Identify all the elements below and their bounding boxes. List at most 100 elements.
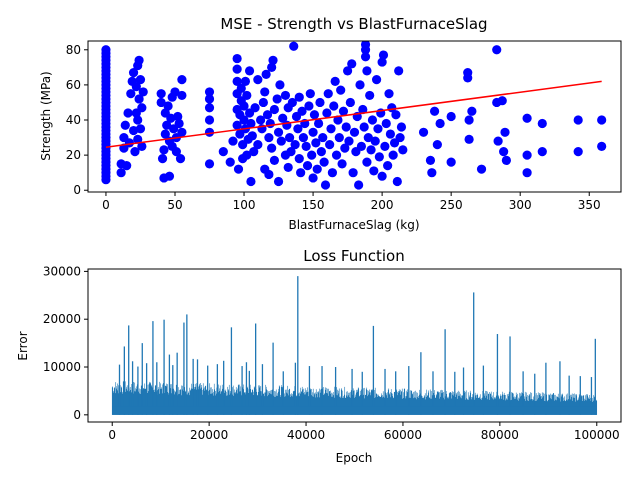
data-point — [327, 168, 338, 178]
data-point — [232, 76, 242, 86]
data-point — [343, 66, 353, 76]
data-point — [242, 90, 252, 101]
loss-chart-title: Loss Function — [303, 247, 404, 265]
data-point — [369, 166, 379, 176]
data-point — [338, 106, 349, 116]
data-point — [362, 157, 372, 167]
data-point — [358, 104, 368, 115]
x-tick-label: 100 — [233, 198, 256, 212]
data-point — [497, 96, 507, 106]
data-point — [301, 141, 311, 151]
regression-line — [105, 80, 602, 148]
data-point — [396, 122, 407, 132]
scatter-y-ticks: 0 20 40 60 80 — [66, 43, 88, 197]
data-point — [267, 62, 277, 72]
data-point — [385, 129, 395, 139]
data-point — [312, 164, 322, 174]
data-point — [204, 94, 215, 104]
data-point — [164, 171, 175, 181]
data-point — [302, 161, 313, 171]
x-tick-label: 250 — [440, 198, 463, 212]
data-point — [573, 147, 583, 157]
data-point — [377, 57, 387, 67]
data-point — [239, 115, 249, 125]
data-point — [128, 125, 139, 136]
data-point — [573, 115, 583, 125]
data-point — [394, 66, 404, 76]
data-point — [232, 64, 242, 74]
data-point — [134, 94, 144, 104]
data-point — [499, 147, 509, 157]
data-point — [356, 141, 366, 151]
loss-series — [111, 276, 598, 415]
data-point — [218, 147, 228, 157]
data-point — [128, 68, 139, 78]
data-point — [322, 108, 332, 118]
data-point — [501, 155, 511, 165]
data-point — [362, 66, 372, 76]
data-point — [296, 168, 306, 178]
loss-y-ticks: 0 10000 20000 30000 — [43, 264, 88, 422]
data-point — [272, 94, 282, 104]
data-point — [236, 83, 246, 94]
data-point — [318, 132, 328, 143]
data-point — [269, 104, 280, 115]
data-point — [294, 92, 304, 102]
data-point — [348, 168, 358, 178]
data-point — [381, 118, 391, 129]
data-point — [204, 115, 215, 125]
data-point — [446, 157, 456, 167]
data-point — [374, 152, 384, 162]
data-point — [522, 113, 532, 123]
data-point — [363, 132, 373, 143]
data-point — [305, 89, 315, 99]
data-point — [365, 90, 375, 101]
x-tick-label: 0 — [108, 428, 116, 442]
data-point — [156, 97, 166, 108]
data-point — [246, 118, 256, 129]
scatter-y-axis-label: Strength (MPa) — [39, 71, 53, 161]
x-tick-label: 200 — [371, 198, 394, 212]
data-point — [267, 143, 277, 153]
data-point — [256, 115, 266, 125]
data-point — [366, 145, 376, 155]
y-tick-label: 10000 — [43, 360, 81, 374]
data-point — [311, 138, 321, 148]
data-point — [500, 127, 510, 137]
y-tick-label: 80 — [66, 43, 81, 57]
data-point — [170, 87, 180, 97]
data-point — [319, 157, 329, 167]
data-point — [336, 85, 346, 95]
data-point — [175, 154, 186, 164]
data-point — [138, 87, 148, 97]
x-tick-label: 100000 — [574, 428, 620, 442]
x-tick-label: 150 — [302, 198, 325, 212]
data-point — [258, 97, 268, 108]
data-point — [283, 162, 293, 173]
data-point — [432, 139, 442, 150]
data-point — [280, 90, 291, 101]
data-point — [156, 89, 166, 99]
y-tick-label: 0 — [73, 183, 81, 197]
x-tick-label: 350 — [578, 198, 601, 212]
data-point — [597, 115, 607, 125]
data-point — [446, 111, 456, 122]
data-point — [522, 168, 532, 178]
data-point — [160, 129, 170, 139]
data-point — [133, 115, 143, 125]
data-point — [174, 118, 184, 129]
data-point — [233, 164, 244, 174]
data-point — [320, 180, 331, 190]
data-point — [347, 59, 357, 69]
y-tick-label: 20 — [66, 148, 81, 162]
data-point — [250, 103, 260, 113]
data-point — [316, 147, 326, 157]
data-point — [383, 161, 393, 171]
scatter-x-axis-label: BlastFurnaceSlag (kg) — [288, 218, 419, 232]
data-point — [464, 115, 474, 125]
data-point — [377, 171, 387, 181]
scatter-axes-frame — [87, 40, 622, 193]
data-point — [537, 118, 547, 129]
data-point — [395, 132, 405, 143]
data-point — [246, 176, 256, 187]
